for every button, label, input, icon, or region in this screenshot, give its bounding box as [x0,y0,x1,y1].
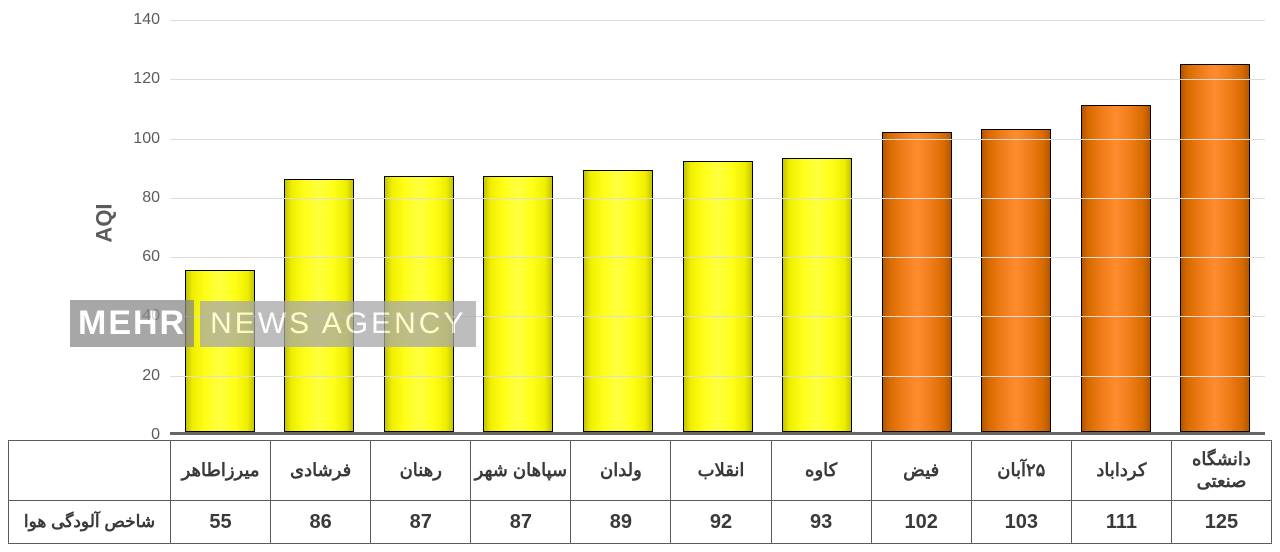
bar [981,129,1051,432]
bar [882,132,952,432]
category-cell: میرزاطاهر [171,441,271,500]
bar-slot [170,20,270,432]
watermark-bold: MEHR [70,300,194,347]
bar [1081,105,1151,432]
gridline [170,257,1265,258]
category-cell: فیض [872,441,972,500]
y-tick-label: 140 [133,11,170,29]
bar-slot [966,20,1066,432]
y-tick-label: 60 [142,248,170,266]
gridline [170,139,1265,140]
bar-slot [1066,20,1166,432]
category-cell: ۲۵آبان [972,441,1072,500]
y-tick-label: 20 [142,367,170,385]
value-cell: 87 [471,501,571,543]
value-cell: 102 [872,501,972,543]
value-cell: 55 [171,501,271,543]
table-value-row: شاخص آلودگی هوا 558687878992931021031111… [9,501,1272,543]
value-row-label: شاخص آلودگی هوا [9,501,171,543]
gridline [170,376,1265,377]
bar-slot [867,20,967,432]
value-cell: 92 [671,501,771,543]
gridline [170,20,1265,21]
category-cell: ولدان [571,441,671,500]
watermark-light: NEWS AGENCY [200,301,476,347]
value-cell: 103 [972,501,1072,543]
bar-slot [270,20,370,432]
y-axis-label: AQI [92,203,118,242]
bar-slot [668,20,768,432]
category-cell: انقلاب [671,441,771,500]
value-cell: 111 [1072,501,1172,543]
value-cell: 87 [371,501,471,543]
category-cell: کرداباد [1072,441,1172,500]
bar [185,270,255,432]
category-row-label [9,441,171,500]
category-cell: کاوه [772,441,872,500]
category-cell: فرشادی [271,441,371,500]
value-cell: 89 [571,501,671,543]
gridline [170,198,1265,199]
watermark: MEHR NEWS AGENCY [70,300,476,347]
bar-slot [568,20,668,432]
table-category-row: میرزاطاهرفرشادیرهنانسپاهان شهرولدانانقلا… [9,441,1272,501]
y-tick-label: 120 [133,70,170,88]
category-cell: سپاهان شهر [471,441,571,500]
data-table: میرزاطاهرفرشادیرهنانسپاهان شهرولدانانقلا… [8,440,1272,544]
value-cell: 93 [772,501,872,543]
bar [483,176,553,432]
y-tick-label: 100 [133,130,170,148]
bar [782,158,852,432]
bar [1180,64,1250,432]
value-cell: 86 [271,501,371,543]
bar-slot [369,20,469,432]
chart-plot-area: 020406080100120140 [170,20,1265,435]
bars-container [170,20,1265,432]
bar [683,161,753,432]
category-cell: دانشگاه صنعتی [1172,441,1272,500]
value-cell: 125 [1172,501,1272,543]
category-cell: رهنان [371,441,471,500]
bar [583,170,653,432]
bar-slot [767,20,867,432]
y-tick-label: 80 [142,189,170,207]
bar-slot [469,20,569,432]
gridline [170,79,1265,80]
bar-slot [1165,20,1265,432]
